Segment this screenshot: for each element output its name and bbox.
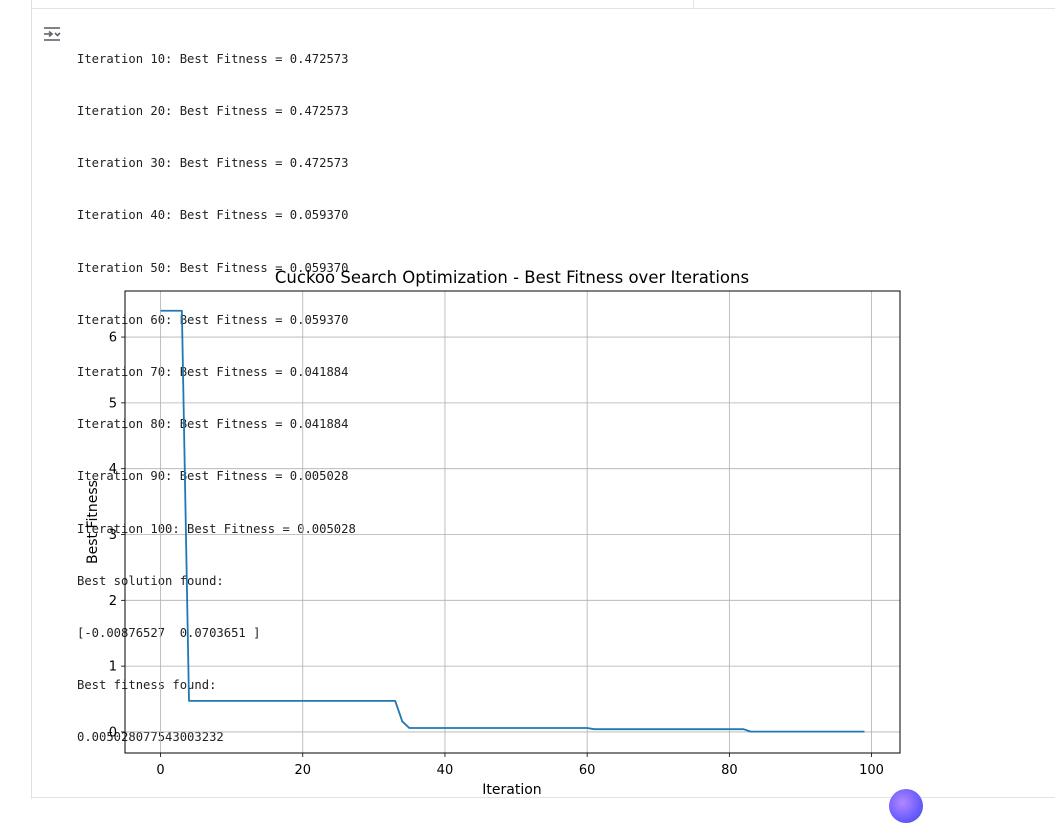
- x-tick-label: 20: [294, 763, 311, 778]
- y-tick-label: 4: [109, 462, 117, 477]
- output-line: Iteration 70: Best Fitness = 0.041884: [77, 365, 349, 380]
- x-tick-label: 0: [156, 763, 164, 778]
- output-line: Best solution found:: [77, 573, 224, 588]
- chart-series: [160, 309, 865, 733]
- y-tick-label: 0: [109, 725, 117, 740]
- y-tick-label: 6: [109, 331, 117, 346]
- output-line: Iteration 40: Best Fitness = 0.059370: [77, 208, 349, 223]
- output-line: [-0.00876527 0.0703651 ]: [77, 626, 261, 641]
- output-line: Best fitness found:: [77, 678, 217, 693]
- fitness-series-line: [160, 309, 865, 733]
- assistant-bubble-icon[interactable]: [889, 789, 923, 823]
- chart-ticks: 0 20 40 60 80 100 0 1 2 3 4 5 6: [109, 331, 884, 778]
- output-line: Iteration 80: Best Fitness = 0.041884: [77, 417, 349, 432]
- cell-bottom-border: [31, 797, 1055, 798]
- x-tick-label: 40: [437, 763, 454, 778]
- cell-divider: [693, 0, 694, 8]
- plot-frame: [124, 290, 901, 754]
- x-tick-label: 100: [859, 763, 884, 778]
- output-line: Iteration 60: Best Fitness = 0.059370: [77, 312, 349, 327]
- output-line: Iteration 10: Best Fitness = 0.472573: [77, 51, 349, 66]
- y-axis-label: Best Fitness: [85, 480, 101, 564]
- output-collapse-icon: [44, 27, 61, 41]
- cell-gutter: [31, 0, 32, 799]
- output-line: Iteration 30: Best Fitness = 0.472573: [77, 156, 349, 171]
- y-tick-label: 5: [109, 396, 117, 411]
- chart-grid: [125, 291, 900, 753]
- output-line: Iteration 50: Best Fitness = 0.059370: [77, 260, 349, 275]
- output-line: Iteration 20: Best Fitness = 0.472573: [77, 104, 349, 119]
- y-tick-label: 3: [109, 528, 117, 543]
- output-line: 0.005028077543003232: [77, 730, 224, 745]
- chart-title: Cuckoo Search Optimization - Best Fitnes…: [275, 268, 749, 287]
- output-line: Iteration 100: Best Fitness = 0.005028: [77, 521, 356, 536]
- output-collapse-button[interactable]: [40, 23, 64, 45]
- fitness-line-chart: 0 20 40 60 80 100 0 1 2 3 4 5 6 Cuckoo Search Optimi…: [85, 268, 901, 798]
- cell-top-border: [31, 8, 1055, 9]
- x-tick-label: 60: [579, 763, 596, 778]
- output-line: Iteration 90: Best Fitness = 0.005028: [77, 469, 349, 484]
- y-tick-label: 1: [109, 660, 117, 675]
- x-axis-label: Iteration: [482, 782, 541, 798]
- cell-output-text: Iteration 10: Best Fitness = 0.472573 It…: [77, 16, 356, 764]
- y-tick-label: 2: [109, 594, 117, 609]
- x-tick-label: 80: [721, 763, 738, 778]
